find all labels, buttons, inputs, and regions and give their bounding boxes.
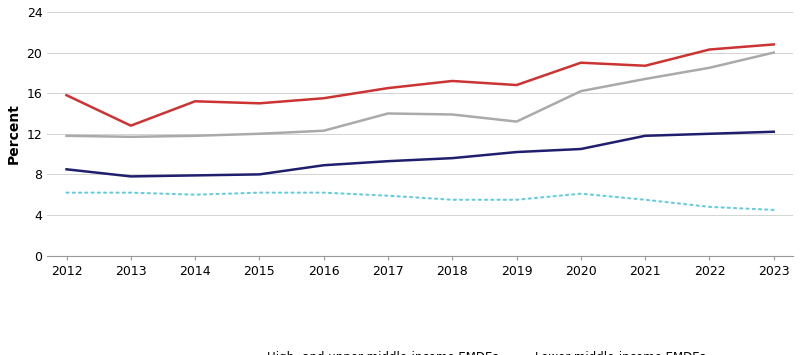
Y-axis label: Percent: Percent (7, 103, 21, 164)
Legend: High- and upper-middle-income EMDEs, Advanced economies, Lower-middle-income EMD: High- and upper-middle-income EMDEs, Adv… (234, 346, 710, 355)
